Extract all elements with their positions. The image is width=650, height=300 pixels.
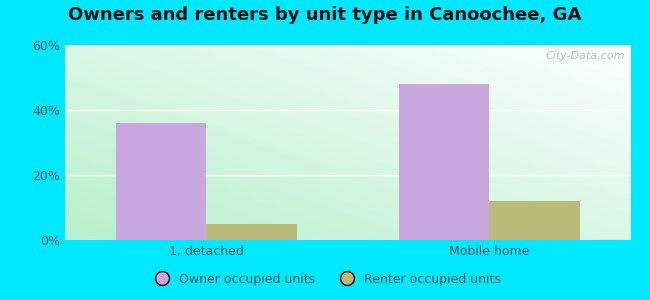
Bar [489,201,580,240]
Text: City-Data.com: City-Data.com [545,51,625,61]
Bar [207,224,297,240]
Legend: Owner occupied units, Renter occupied units: Owner occupied units, Renter occupied un… [144,268,506,291]
Bar [116,123,207,240]
Text: Owners and renters by unit type in Canoochee, GA: Owners and renters by unit type in Canoo… [68,6,582,24]
Bar [398,84,489,240]
